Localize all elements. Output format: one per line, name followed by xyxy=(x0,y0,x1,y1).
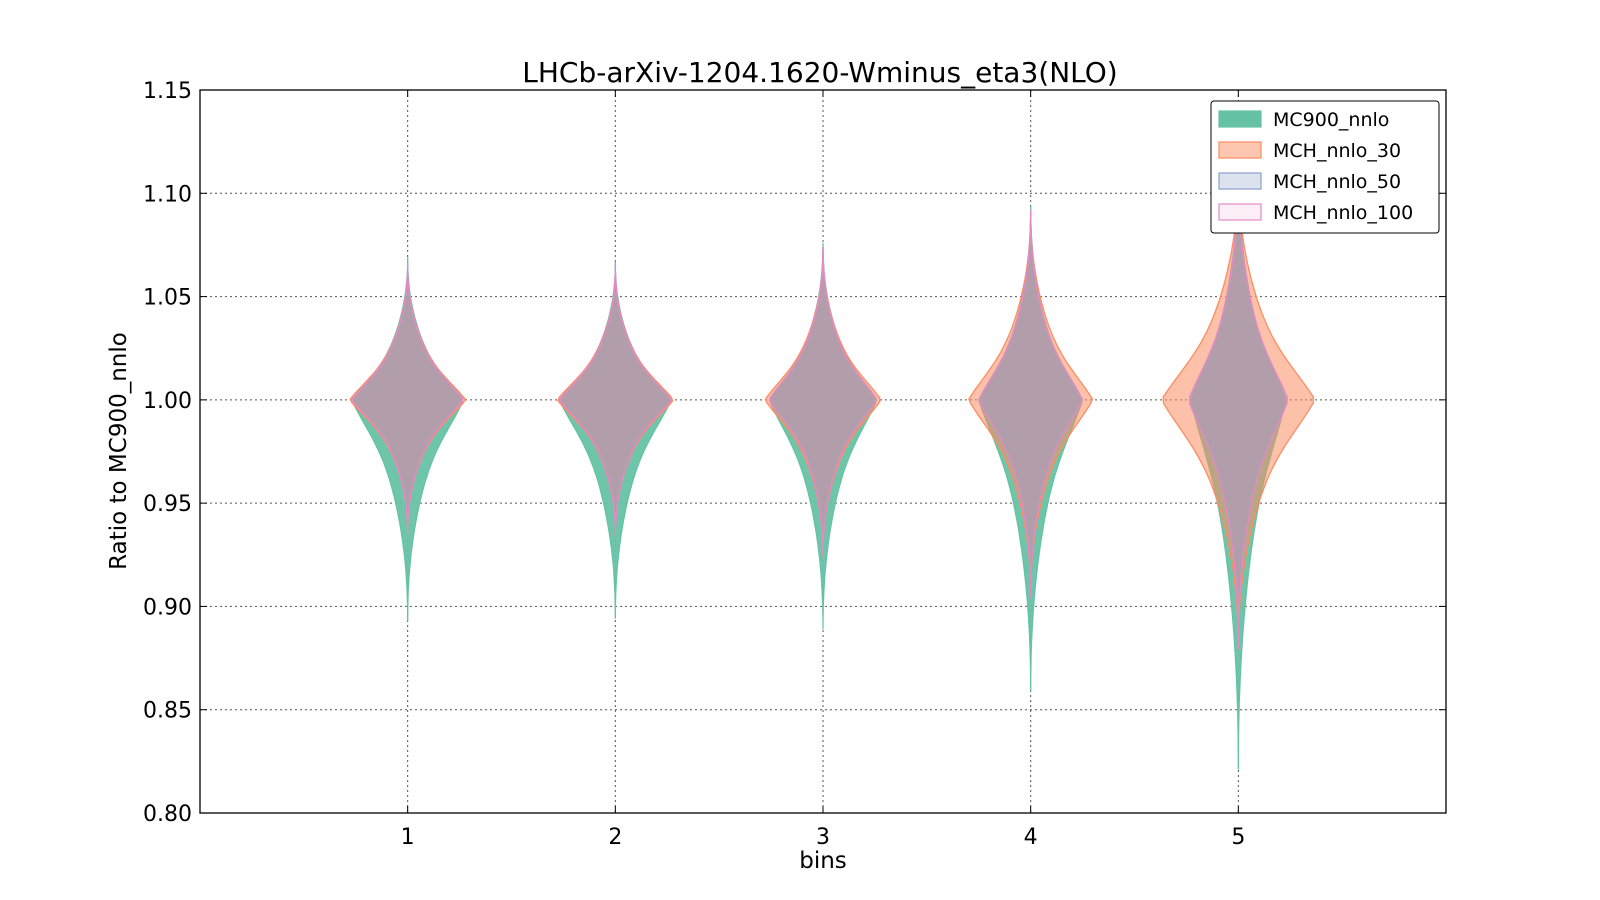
legend-swatch xyxy=(1218,172,1262,190)
x-tick-label: 2 xyxy=(608,825,622,850)
legend: MC900_nnlo MCH_nnlo_30 MCH_nnlo_50 MCH_nnlo… xyxy=(1210,100,1440,234)
violin-layer xyxy=(349,160,1315,770)
violin-MCH_nnlo_30-bin-3 xyxy=(765,247,881,557)
legend-swatch xyxy=(1218,203,1262,221)
legend-swatch xyxy=(1218,110,1262,128)
violin-MCH_nnlo_100-bin-1 xyxy=(351,263,464,535)
series-MCH_nnlo_100 xyxy=(351,168,1288,650)
y-tick-label: 0.95 xyxy=(143,492,192,517)
y-tick-label: 1.15 xyxy=(143,79,192,104)
violin-MCH_nnlo_30-bin-5 xyxy=(1162,168,1315,650)
legend-label: MC900_nnlo xyxy=(1273,109,1389,131)
legend-item: MC900_nnlo xyxy=(1218,109,1389,131)
x-tick-label: 1 xyxy=(401,825,415,850)
violin-MCH_nnlo_100-bin-3 xyxy=(769,247,877,557)
series-MCH_nnlo_30 xyxy=(349,168,1315,650)
y-tick-label: 1.10 xyxy=(143,182,192,207)
violin-MCH_nnlo_100-bin-4 xyxy=(978,209,1083,599)
legend-label: MCH_nnlo_50 xyxy=(1273,171,1401,193)
violin-MCH_nnlo_100-bin-5 xyxy=(1188,168,1288,650)
violin-MCH_nnlo_100-bin-2 xyxy=(559,265,672,537)
legend-item: MCH_nnlo_50 xyxy=(1218,171,1401,193)
violin-MCH_nnlo_30-bin-2 xyxy=(557,265,674,537)
violin-MCH_nnlo_30-bin-4 xyxy=(968,209,1094,599)
legend-label: MCH_nnlo_100 xyxy=(1273,202,1413,224)
y-axis-label: Ratio to MC900_nnlo xyxy=(106,332,132,570)
y-tick-label: 1.00 xyxy=(143,389,192,414)
legend-box xyxy=(1210,100,1440,234)
x-tick-label: 4 xyxy=(1024,825,1038,850)
tick-layer: 1 2 3 4 5 0.80 0.85 0.90 0.95 1.00 1.05 1.10 1.15 xyxy=(143,79,1446,850)
y-tick-label: 0.90 xyxy=(143,595,192,620)
y-tick-label: 0.85 xyxy=(143,699,192,724)
y-tick-label: 1.05 xyxy=(143,286,192,311)
x-tick-label: 3 xyxy=(816,825,830,850)
x-axis-label: bins xyxy=(799,848,847,874)
legend-item: MCH_nnlo_30 xyxy=(1218,140,1401,162)
legend-item: MCH_nnlo_100 xyxy=(1218,202,1413,224)
legend-label: MCH_nnlo_30 xyxy=(1273,140,1401,162)
legend-swatch xyxy=(1218,141,1262,159)
y-tick-label: 0.80 xyxy=(143,802,192,827)
chart-title: LHCb-arXiv-1204.1620-Wminus_eta3(NLO) xyxy=(522,56,1117,89)
x-tick-label: 5 xyxy=(1231,825,1245,850)
